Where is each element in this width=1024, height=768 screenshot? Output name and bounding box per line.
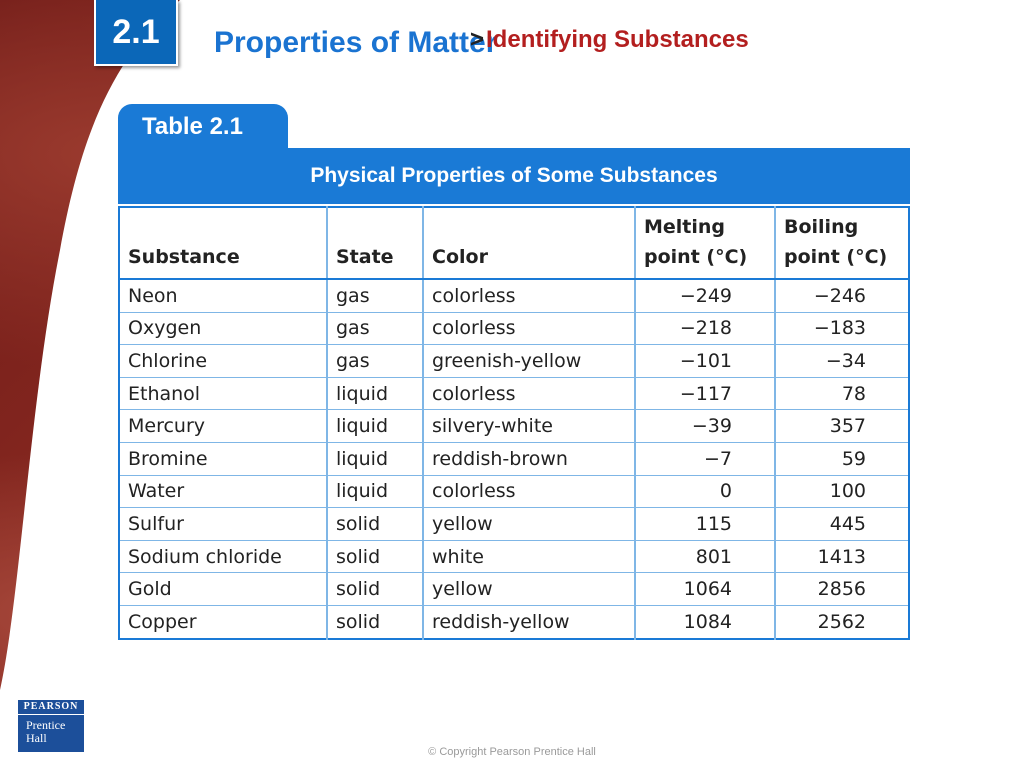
table-row: Sulfur solid yellow 115 445: [119, 507, 909, 541]
cell-color: colorless: [423, 377, 636, 411]
cell-melting-point: −39: [635, 409, 776, 443]
cell-boiling-point: 357: [775, 409, 909, 443]
cell-state: liquid: [327, 442, 424, 476]
column-header-color: Color: [423, 207, 636, 280]
cell-color: silvery-white: [423, 409, 636, 443]
cell-color: white: [423, 540, 636, 574]
cell-melting-point: 1064: [635, 572, 776, 606]
cell-melting-point: −7: [635, 442, 776, 476]
table-row: Chlorine gas greenish-yellow −101 −34: [119, 344, 909, 378]
cell-boiling-point: 100: [775, 475, 909, 509]
table-row: Ethanol liquid colorless −117 78: [119, 377, 909, 411]
table-row: Copper solid reddish-yellow 1084 2562: [119, 605, 909, 640]
table-body: Neon gas colorless −249 −246 Oxygen gas colorle…: [119, 279, 909, 640]
cell-melting-point: −249: [635, 279, 776, 313]
subtitle-text: Identifying Substances: [486, 26, 749, 53]
pearson-prentice-hall-logo: PEARSON Prentice Hall: [18, 700, 84, 752]
cell-state: solid: [327, 540, 424, 574]
cell-color: colorless: [423, 279, 636, 313]
table-row: Oxygen gas colorless −218 −183: [119, 312, 909, 346]
logo-line-1: Prentice: [26, 718, 66, 732]
cell-color: colorless: [423, 475, 636, 509]
slide-counter: Slide 12 of 26: [960, 676, 1012, 716]
column-header-state: State: [327, 207, 424, 280]
table-row: Mercury liquid silvery-white −39 357: [119, 409, 909, 443]
slide-position: 12 of 26: [959, 698, 1012, 714]
logo-bottom-text: Prentice Hall: [18, 715, 84, 745]
cell-substance: Sodium chloride: [119, 540, 328, 574]
column-header-substance: Substance: [119, 207, 328, 280]
logo-line-2: Hall: [26, 731, 47, 745]
cell-substance: Mercury: [119, 409, 328, 443]
cell-state: solid: [327, 605, 424, 640]
cell-melting-point: 115: [635, 507, 776, 541]
table-row: Gold solid yellow 1064 2856: [119, 572, 909, 606]
cell-color: yellow: [423, 572, 636, 606]
cell-state: gas: [327, 312, 424, 346]
cell-color: reddish-brown: [423, 442, 636, 476]
breadcrumb-arrow: >: [470, 26, 485, 53]
cell-boiling-point: −183: [775, 312, 909, 346]
table-row: Water liquid colorless 0 100: [119, 475, 909, 509]
cell-state: gas: [327, 344, 424, 378]
logo-top-text: PEARSON: [18, 700, 84, 715]
cell-boiling-point: 2562: [775, 605, 909, 640]
cell-substance: Copper: [119, 605, 328, 640]
cell-boiling-point: 2856: [775, 572, 909, 606]
cell-substance: Gold: [119, 572, 328, 606]
cell-color: yellow: [423, 507, 636, 541]
cell-melting-point: −101: [635, 344, 776, 378]
cell-state: liquid: [327, 409, 424, 443]
cell-melting-point: 0: [635, 475, 776, 509]
cell-melting-point: 801: [635, 540, 776, 574]
cell-state: gas: [327, 279, 424, 313]
cell-substance: Water: [119, 475, 328, 509]
cell-melting-point: −117: [635, 377, 776, 411]
cell-boiling-point: −246: [775, 279, 909, 313]
cell-substance: Bromine: [119, 442, 328, 476]
column-header-boiling-point: Boiling point (°C): [775, 207, 909, 280]
section-badge: 2.1: [94, 0, 178, 66]
cell-substance: Oxygen: [119, 312, 328, 346]
table-row: Bromine liquid reddish-brown −7 59: [119, 442, 909, 476]
table-row: Sodium chloride solid white 801 1413: [119, 540, 909, 574]
slide-title: Properties of Matter: [214, 26, 498, 59]
cell-state: liquid: [327, 475, 424, 509]
cell-boiling-point: 445: [775, 507, 909, 541]
cell-substance: Neon: [119, 279, 328, 313]
cell-melting-point: −218: [635, 312, 776, 346]
slide-subtitle: >Identifying Substances: [470, 26, 749, 54]
slide-label: Slide: [978, 678, 1012, 694]
table-caption: Physical Properties of Some Substances: [118, 148, 910, 204]
table-row: Neon gas colorless −249 −246: [119, 279, 909, 313]
cell-boiling-point: 59: [775, 442, 909, 476]
cell-color: colorless: [423, 312, 636, 346]
properties-table: Substance State Color Melting point (°C)…: [118, 206, 910, 640]
cell-boiling-point: −34: [775, 344, 909, 378]
cell-boiling-point: 78: [775, 377, 909, 411]
cell-melting-point: 1084: [635, 605, 776, 640]
cell-state: liquid: [327, 377, 424, 411]
table-number-tab: Table 2.1: [118, 104, 288, 150]
cell-substance: Sulfur: [119, 507, 328, 541]
cell-state: solid: [327, 572, 424, 606]
table-header-row: Substance State Color Melting point (°C)…: [119, 207, 909, 280]
column-header-melting-point: Melting point (°C): [635, 207, 776, 280]
cell-substance: Chlorine: [119, 344, 328, 378]
cell-substance: Ethanol: [119, 377, 328, 411]
cell-color: reddish-yellow: [423, 605, 636, 640]
copyright-notice: © Copyright Pearson Prentice Hall: [428, 746, 596, 758]
cell-color: greenish-yellow: [423, 344, 636, 378]
cell-state: solid: [327, 507, 424, 541]
cell-boiling-point: 1413: [775, 540, 909, 574]
